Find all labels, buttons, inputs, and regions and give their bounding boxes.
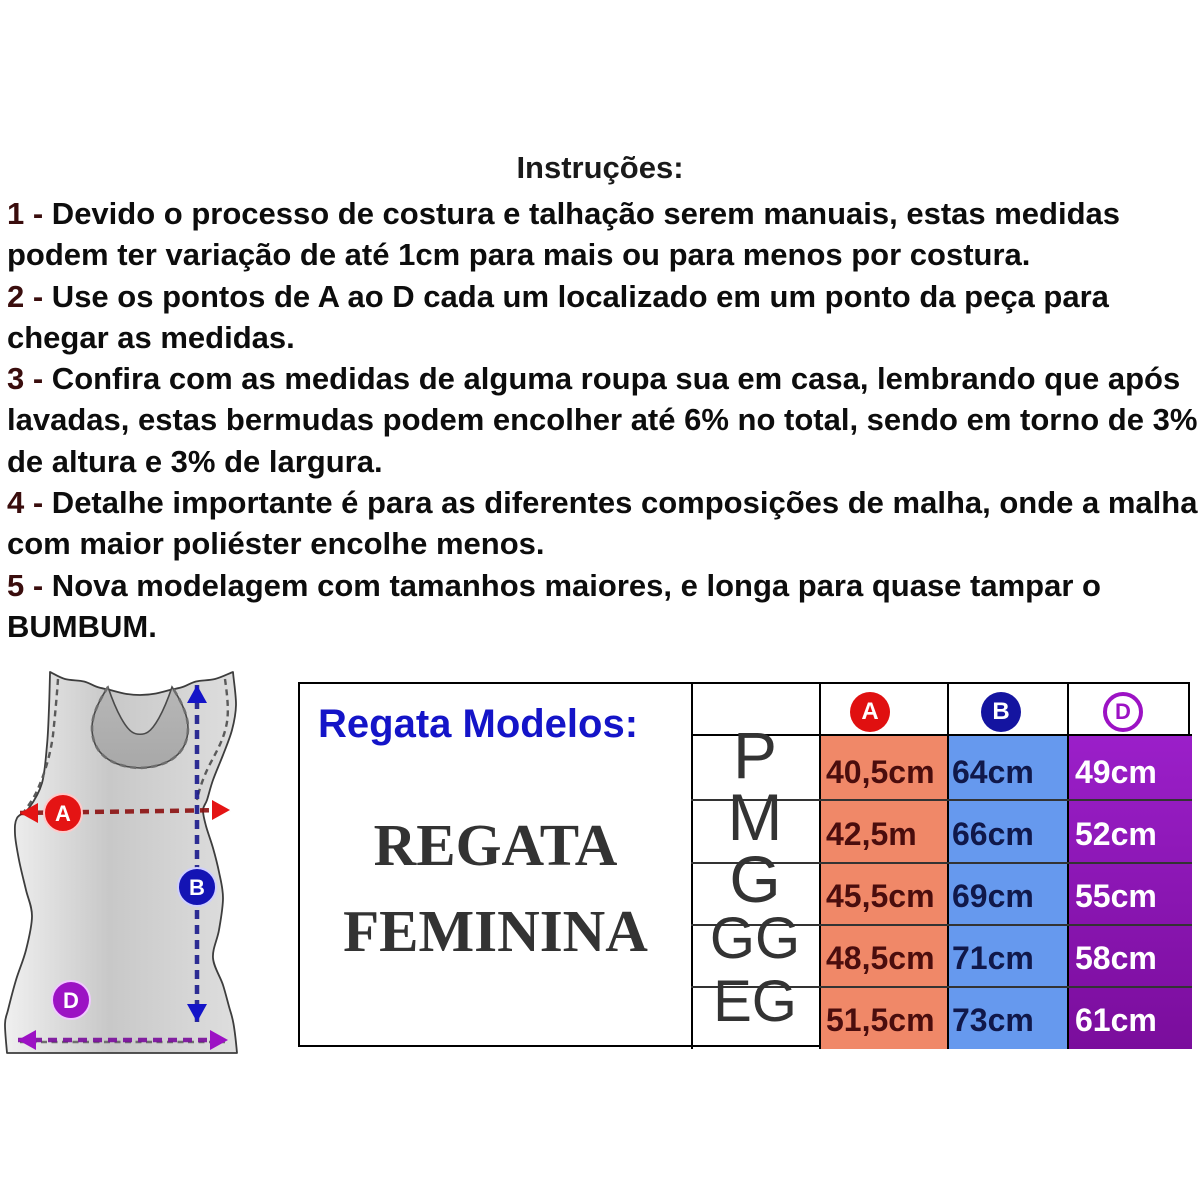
svg-text:A: A — [55, 801, 71, 826]
svg-text:D: D — [63, 988, 79, 1013]
svg-text:B: B — [189, 875, 205, 900]
